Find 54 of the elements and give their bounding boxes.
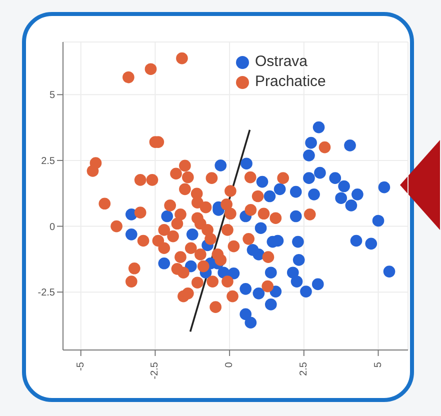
- point: [274, 183, 286, 196]
- point: [214, 160, 227, 172]
- point: [312, 278, 324, 290]
- y-tick-label: 0: [49, 222, 56, 233]
- y-tick-label: 2.5: [41, 156, 56, 168]
- point: [256, 176, 268, 188]
- point: [308, 188, 320, 200]
- point: [186, 228, 198, 240]
- point: [305, 136, 317, 149]
- point: [240, 283, 252, 295]
- point: [303, 172, 315, 184]
- point: [246, 244, 259, 256]
- point: [292, 236, 304, 248]
- point: [286, 266, 299, 279]
- point: [312, 121, 325, 134]
- point: [314, 166, 326, 179]
- x-tick-label: 0: [224, 362, 236, 368]
- point: [184, 260, 197, 272]
- point: [290, 276, 303, 288]
- x-tick-label: 5: [372, 362, 384, 368]
- point: [329, 172, 342, 184]
- point: [244, 316, 257, 329]
- legend-label: Prachatice: [255, 72, 326, 92]
- point: [240, 158, 252, 170]
- point: [344, 140, 356, 152]
- point: [303, 150, 315, 162]
- point: [252, 287, 265, 300]
- point: [300, 286, 312, 298]
- point: [290, 210, 302, 222]
- point: [264, 266, 277, 279]
- point: [161, 210, 174, 222]
- legend-label: Ostrava: [255, 52, 308, 72]
- x-tick-label: 2.5: [298, 362, 310, 376]
- x-tick-label: -2.5: [150, 362, 161, 380]
- point: [125, 228, 138, 240]
- point: [365, 238, 378, 250]
- y-tick-label: -2.5: [38, 288, 56, 299]
- point: [292, 254, 305, 266]
- point: [158, 257, 170, 270]
- point: [383, 266, 396, 278]
- point: [372, 214, 384, 227]
- point: [290, 186, 302, 198]
- point: [240, 308, 252, 320]
- point: [352, 188, 364, 200]
- point: [254, 222, 267, 234]
- point: [264, 190, 276, 202]
- y-tick-label: 5: [49, 90, 56, 102]
- point: [345, 200, 358, 212]
- point: [338, 180, 350, 192]
- x-tick-label: -5: [75, 362, 86, 371]
- point: [350, 234, 362, 247]
- point: [335, 192, 347, 204]
- point: [378, 181, 390, 194]
- point: [264, 298, 277, 310]
